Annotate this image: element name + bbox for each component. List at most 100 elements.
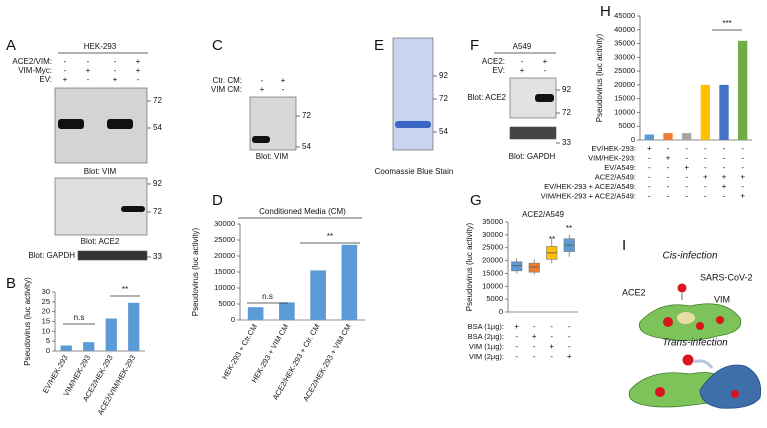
condition-sign: + [86,66,91,75]
condition-sign: + [740,173,745,182]
marker-label: 54 [302,142,311,151]
condition-sign: - [87,75,90,84]
virus [681,353,695,367]
condition-sign: - [704,182,707,191]
blot-caption: Blot: VIM [84,167,117,176]
y-tick-label: 25000 [214,235,235,244]
condition-sign: - [667,173,670,182]
blot-caption: Blot: GAPDH [28,251,75,260]
condition-label: EV/HEK-293: [591,144,636,153]
blot-band [252,136,270,143]
y-tick-label: 5000 [486,294,503,303]
blot-caption: Blot: VIM [256,152,289,161]
panel-label: G [470,192,482,209]
condition-sign: + [549,342,554,351]
condition-sign: - [723,154,726,163]
bar [644,134,654,140]
condition-sign: - [544,66,547,75]
y-tick-label: 25000 [614,66,635,75]
y-tick-label: 10000 [614,107,635,116]
condition-sign: + [532,332,537,341]
marker-label: 33 [562,138,571,147]
virus-particle [663,317,673,327]
marker-label: 54 [153,123,162,132]
panel-label: C [212,37,223,54]
condition-label: VIM (2µg): [469,352,504,361]
condition-sign: - [568,342,571,351]
condition-label: VIM/HEK-293: [588,153,636,162]
blot-image [392,37,434,151]
diagram-label: SARS-CoV-2 [700,272,753,282]
condition-label: BSA (1µg): [468,322,504,331]
condition-sign: - [704,154,707,163]
panel-label: A [6,37,16,54]
condition-sign: - [685,182,688,191]
condition-sign: - [741,163,744,172]
condition-sign: - [648,182,651,191]
y-tick-label: 30000 [482,230,503,239]
y-tick-label: 0 [631,135,635,144]
virus-particle [655,387,665,397]
y-tick-label: 25000 [482,243,503,252]
chart-title: Conditioned Media (CM) [259,207,346,216]
y-tick-label: 15000 [614,94,635,103]
condition-sign: + [136,66,141,75]
panel-label: E [374,37,384,54]
panel-label: D [212,192,223,209]
condition-sign: + [520,66,525,75]
y-tick-label: 45000 [614,11,635,20]
y-tick-label: 10 [42,326,50,335]
significance: n.s [74,313,85,322]
condition-sign: + [703,173,708,182]
condition-label: VIM CM: [211,85,242,94]
condition-label: VIM (1µg): [469,342,504,351]
condition-sign: - [723,192,726,201]
blot-image [509,126,557,140]
condition-sign: - [87,57,90,66]
condition-sign: - [704,163,707,172]
blot-caption: Coomassie Blue Stain [375,167,454,176]
condition-sign: + [281,76,286,85]
condition-sign: + [666,154,671,163]
condition-sign: + [514,322,519,331]
marker-label: 92 [153,179,162,188]
condition-sign: + [647,144,652,153]
condition-sign: - [114,66,117,75]
y-tick-label: 0 [499,307,503,316]
condition-sign: - [723,163,726,172]
condition-label: EV: [39,75,52,84]
significance: ** [122,285,128,294]
vimentin [693,359,714,369]
condition-sign: - [282,85,285,94]
y-tick-label: 20000 [614,80,635,89]
condition-sign: - [550,322,553,331]
bar [60,345,72,351]
condition-label: ACE2/VIM: [12,57,52,66]
condition-sign: - [261,76,264,85]
virus [676,282,688,294]
condition-sign: - [741,154,744,163]
y-tick-label: 10000 [482,281,503,290]
condition-label: EV: [492,66,505,75]
marker-label: 72 [153,96,162,105]
diagram-title: Cis-infection [662,251,717,262]
virus-particle [716,316,724,324]
y-tick-label: 25 [42,297,50,306]
condition-sign: - [648,173,651,182]
y-axis-label: Pseudovirus (luc activity) [191,227,200,316]
condition-label: ACE2/A549: [595,172,636,181]
diagram-label: VIM [714,294,730,304]
condition-sign: + [684,163,689,172]
condition-sign: - [533,352,536,361]
condition-label: Ctr. CM: [213,76,242,85]
box [511,261,523,272]
blot-caption: Blot: ACE2 [467,93,506,102]
condition-sign: - [685,144,688,153]
bar [310,270,326,320]
blot-band [107,119,133,129]
y-tick-label: 20000 [214,251,235,260]
y-tick-label: 40000 [614,25,635,34]
y-tick-label: 15000 [214,267,235,276]
diagram-title: Trans-infection [662,338,728,349]
condition-sign: - [521,57,524,66]
